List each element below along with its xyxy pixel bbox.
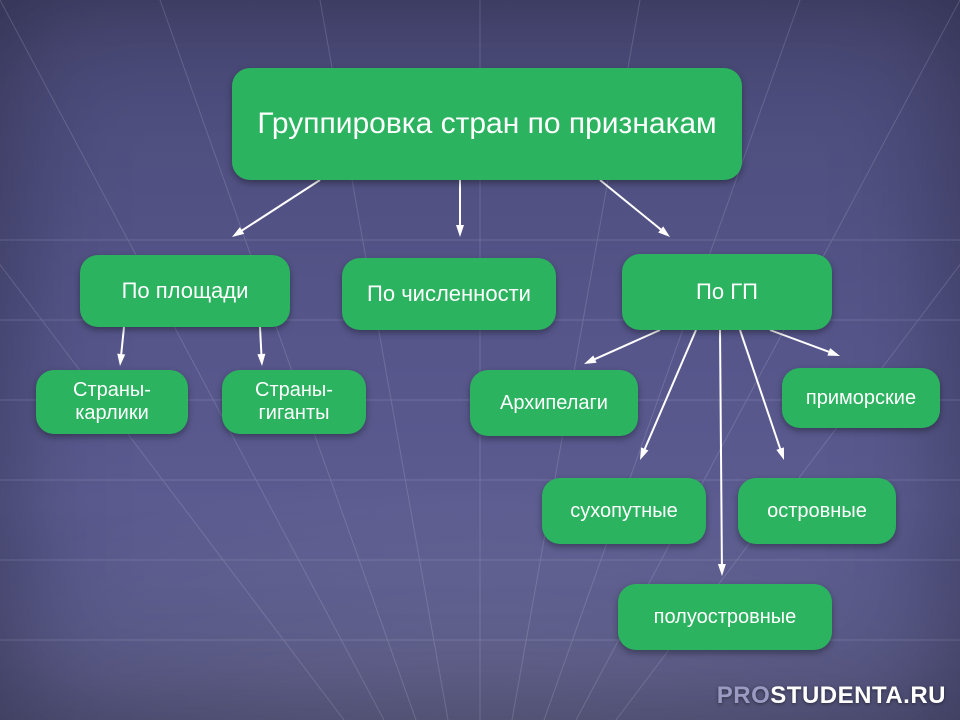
edge-root-to-pop [456, 180, 464, 237]
edge-area-to-dwarf [117, 327, 125, 366]
leaf-island: островные [738, 478, 896, 544]
edge-gp-to-land [640, 330, 696, 460]
leaf-giant-countries: Страны-гиганты [222, 370, 366, 434]
branch-by-population: По численности [342, 258, 556, 330]
leaf-dwarf-countries: Страны-карлики [36, 370, 188, 434]
edge-gp-to-island [740, 330, 784, 460]
root-node: Группировка стран по признакам [232, 68, 742, 180]
watermark: PROSTUDENTA.RU [717, 682, 946, 710]
branch-by-area: По площади [80, 255, 290, 327]
edge-area-to-giant [257, 327, 265, 366]
edge-gp-to-penin [718, 330, 726, 576]
leaf-landlocked: сухопутные [542, 478, 706, 544]
leaf-archipelagos: Архипелаги [470, 370, 638, 436]
edge-root-to-area [232, 180, 320, 237]
edge-gp-to-arch [584, 330, 660, 364]
branch-by-geo-position: По ГП [622, 254, 832, 330]
edge-gp-to-coast [770, 330, 840, 356]
leaf-peninsular: полуостровные [618, 584, 832, 650]
edge-root-to-gp [600, 180, 670, 237]
watermark-suffix: STUDENTA.RU [770, 682, 946, 709]
diagram-stage: PROSTUDENTA.RU Группировка стран по приз… [0, 0, 960, 720]
leaf-coastal: приморские [782, 368, 940, 428]
watermark-prefix: PRO [717, 682, 771, 709]
